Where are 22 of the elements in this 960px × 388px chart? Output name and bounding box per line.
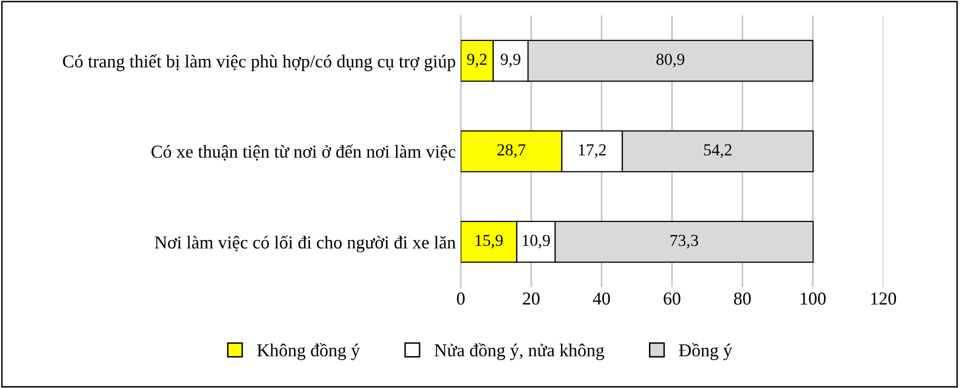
data-label: 9,9 xyxy=(500,54,520,68)
legend-label: Không đồng ý xyxy=(257,343,360,360)
data-label: 15,9 xyxy=(476,234,503,248)
x-tick-label: 80 xyxy=(734,292,751,305)
data-label: 17,2 xyxy=(578,144,606,158)
data-label: 54,2 xyxy=(704,144,732,158)
data-label: 9,2 xyxy=(467,54,486,68)
legend-label: Đồng ý xyxy=(679,343,732,360)
data-label: 80,9 xyxy=(656,54,684,68)
data-label: 10,9 xyxy=(522,234,550,248)
x-tick-label: 60 xyxy=(664,292,680,305)
data-label: 73,3 xyxy=(670,234,698,248)
data-label: 28,7 xyxy=(497,144,526,158)
x-tick-label: 100 xyxy=(800,292,826,305)
x-tick-label: 40 xyxy=(592,292,610,305)
legend-label: Nửa đồng ý, nửa không xyxy=(434,343,604,360)
y-tick-label: Có trang thiết bị làm việc phù hợp/có dụng cụ trợ giúp xyxy=(63,54,456,72)
x-tick-label: 0 xyxy=(456,292,465,305)
x-tick-label: 120 xyxy=(871,292,896,305)
y-tick-label: Có xe thuận tiện từ nơi ở đến nơi làm việc xyxy=(151,144,456,161)
y-tick-label: Nơi làm việc có lối đi cho người đi xe lăn xyxy=(154,235,456,252)
x-tick-label: 20 xyxy=(522,292,540,305)
